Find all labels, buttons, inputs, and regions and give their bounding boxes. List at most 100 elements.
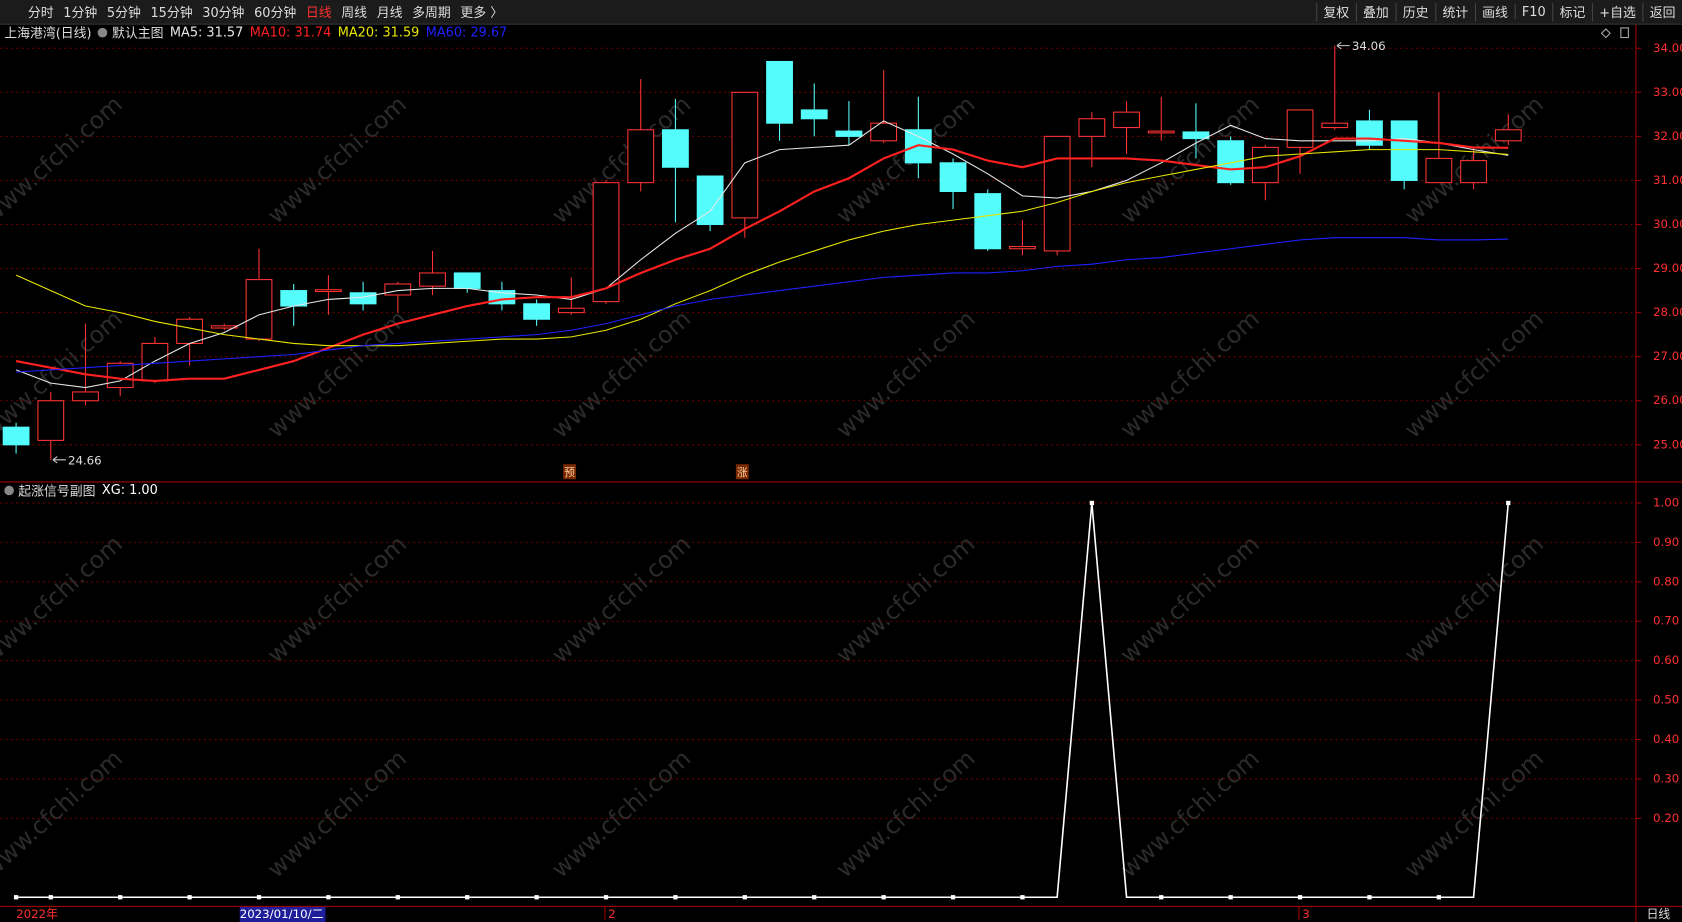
cursor-date: 2023/01/10/二 [240,907,324,921]
candle-body [557,307,585,314]
candle-body [37,400,65,441]
period-tab[interactable]: 月线 [376,4,403,20]
tool-button[interactable]: F10 [1514,4,1552,20]
ma-line [16,237,1509,373]
period-tab[interactable]: 日线 [305,4,332,20]
ma-line [15,120,1509,389]
candle-body [1009,245,1036,250]
tool-button[interactable]: 标记 [1552,2,1592,21]
stock-title: 上海港湾(日线) [4,25,92,41]
period-tabs: 分时 1分钟 5分钟 15分钟 30分钟 60分钟 日线 周线 月线 多周期 更多 〉 [0,0,513,24]
signal-point [1159,895,1164,900]
candle-body [1321,122,1349,129]
candle-body [731,91,759,219]
period-label: 日线 [1647,907,1671,921]
legend-entry: MA10: 31.74 [249,24,332,40]
date-label: 3 [1302,907,1310,921]
candle-body [662,129,689,168]
y-tick-label: 26.00 [1653,393,1682,407]
candle-body [453,272,481,289]
y-tick-label: 30.00 [1653,217,1682,231]
period-tab[interactable]: 周线 [341,4,368,20]
signal-point [1436,895,1442,900]
candle-body [1425,157,1453,184]
candle-body [1182,131,1210,140]
ma-line [15,149,1509,347]
extreme-arrow [1336,41,1350,50]
chart-icon [1600,28,1611,39]
date-label: 2 [608,907,616,921]
period-tab[interactable]: 1分钟 [63,4,98,20]
candle-body [1217,140,1245,184]
signal-point [326,895,331,900]
candle-body [1286,109,1314,148]
y-tick-label: 0.80 [1653,574,1679,588]
candle-body [766,60,793,124]
candle-body [800,109,828,120]
y-tick-label: 0.70 [1653,614,1679,628]
period-tab[interactable]: 多周期 [412,4,451,20]
y-tick-label: 31.00 [1653,173,1682,187]
tool-button[interactable]: 复权 [1315,2,1356,21]
candle-body [1390,120,1418,181]
period-tab[interactable]: 5分钟 [106,4,141,20]
signal-point [48,895,53,900]
sub-chart-name[interactable]: 起涨信号副图 [4,481,95,499]
candle-body [280,290,308,307]
legend-entry: MA20: 31.59 [337,24,420,40]
main-chart-label: 默认主图 [111,25,164,41]
signal-point [465,895,470,900]
candle-body [1078,118,1106,137]
y-tick-label: 28.00 [1653,305,1682,319]
signal-point [742,895,747,900]
period-tab[interactable]: 15分钟 [150,4,193,20]
signal-point [1297,895,1303,900]
candle-body [904,129,932,164]
main-chart-name[interactable]: 默认主图 [98,23,163,41]
tool-button[interactable]: +自选 [1591,2,1642,21]
period-tab[interactable]: 60分钟 [254,4,297,20]
signal-point [673,895,678,900]
signal-point [1228,895,1233,900]
extreme-label: 34.06 [1352,39,1386,53]
period-tab[interactable]: 30分钟 [202,4,245,20]
candle-body [210,325,238,329]
candle-body [245,279,273,340]
tool-buttons: 复权 叠加 历史 统计 画线 F10 标记 +自选 返回 [1315,0,1682,24]
candle-body [314,289,342,293]
signal-point [395,895,400,900]
candle-body [106,362,134,389]
y-tick-label: 25.00 [1653,437,1682,451]
candle-body [1043,135,1071,252]
y-tick-label: 27.00 [1653,349,1682,363]
tool-button[interactable]: 统计 [1434,2,1475,21]
tool-button[interactable]: 历史 [1395,2,1435,21]
y-tick-label: 0.30 [1653,771,1679,785]
main-legend: 上海港湾(日线) 默认主图 MA5: 31.57 MA10: 31.74 MA20:… [4,24,513,41]
y-tick-label: 32.00 [1653,129,1682,143]
sub-legend: 起涨信号副图 XG: 1.00 [4,481,164,498]
tool-button[interactable]: 叠加 [1355,2,1396,21]
candle-body [870,122,898,142]
candle-body [419,272,446,287]
chart-icon [1620,27,1629,39]
candle-body [974,193,1002,250]
candle-body [939,162,967,192]
legend-entry: XG: 1.00 [101,482,158,498]
ma-line [15,137,1509,382]
signal-point [256,895,262,900]
candle-body [176,318,204,345]
signal-line [16,502,1510,899]
period-tab[interactable]: 更多 〉 [460,4,504,20]
tool-button[interactable]: 返回 [1642,2,1682,21]
signal-label: 预 [564,466,575,479]
legend-entry: MA5: 31.57 [169,24,244,40]
sub-chart-title: 起涨信号副图 [18,482,96,498]
tool-button[interactable]: 画线 [1474,2,1515,21]
candle-body [1494,129,1522,142]
date-label: 2022年 [16,907,58,921]
period-tab[interactable]: 分时 [27,4,54,20]
